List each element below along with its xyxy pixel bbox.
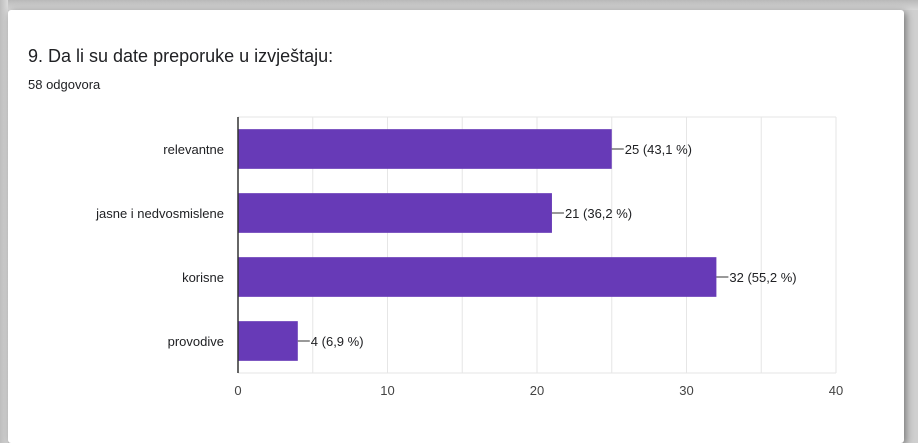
category-label: korisne <box>182 270 224 285</box>
x-tick-label: 10 <box>380 383 394 398</box>
category-label: jasne i nedvosmislene <box>95 206 224 221</box>
x-tick-label: 0 <box>234 383 241 398</box>
data-label: 4 (6,9 %) <box>311 334 364 349</box>
bar-1 <box>238 193 552 233</box>
bar-3 <box>238 321 298 361</box>
labels: relevantne 25 (43,1 %) jasne i nedvosmisle… <box>95 142 843 398</box>
x-tick-label: 30 <box>679 383 693 398</box>
category-label: relevantne <box>163 142 224 157</box>
response-count: 58 odgovora <box>28 77 101 92</box>
data-label: 32 (55,2 %) <box>729 270 796 285</box>
bar-2 <box>238 257 717 297</box>
x-tick-label: 40 <box>829 383 843 398</box>
data-label: 21 (36,2 %) <box>565 206 632 221</box>
window-frame-top <box>0 0 918 10</box>
question-title: 9. Da li su date preporuke u izvještaju: <box>28 46 334 66</box>
x-tick-label: 20 <box>530 383 544 398</box>
bars <box>238 129 717 361</box>
category-label: provodive <box>168 334 224 349</box>
window-frame-left <box>0 0 8 443</box>
data-label: 25 (43,1 %) <box>625 142 692 157</box>
bar-0 <box>238 129 612 169</box>
